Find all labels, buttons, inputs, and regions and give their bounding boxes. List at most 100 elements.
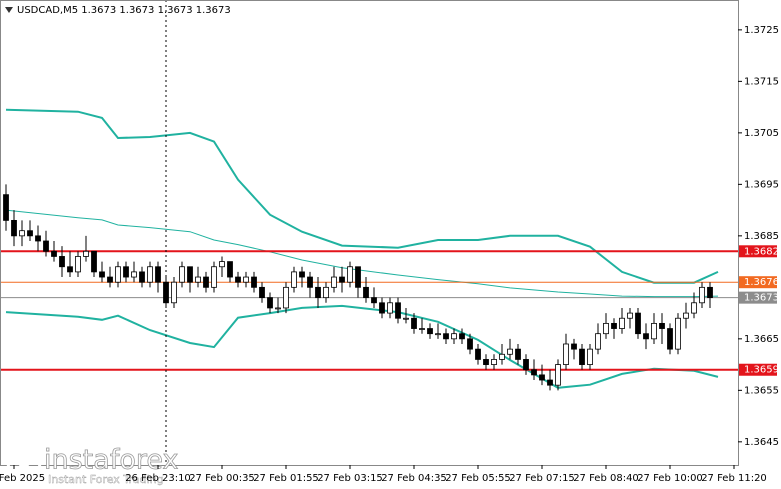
candle-body	[419, 328, 425, 330]
candle-body	[179, 266, 185, 283]
candle-body	[267, 297, 273, 309]
candle-body	[275, 307, 281, 310]
candle-body	[563, 343, 569, 365]
candle-body	[187, 266, 193, 283]
candle-body	[315, 286, 321, 299]
x-tick-label: 26 Feb 2025	[0, 473, 45, 484]
candle-body	[579, 348, 585, 365]
logo-name: instaforex	[44, 445, 178, 476]
price-label: 1.3659	[744, 365, 779, 376]
candle-body	[395, 302, 401, 319]
candle-body	[603, 322, 609, 335]
price-label-box	[739, 363, 777, 376]
candle-body	[123, 266, 129, 278]
candle-body	[115, 266, 121, 283]
candle-body	[403, 317, 409, 320]
candle-body	[59, 256, 65, 268]
chart-title: USDCAD,M5 1.3673 1.3673 1.3673 1.3673	[17, 5, 231, 16]
candle-body	[683, 312, 689, 319]
candle-body	[227, 261, 233, 278]
candle-body	[243, 276, 249, 283]
candle-body	[379, 302, 385, 314]
price-label-box	[739, 291, 777, 304]
candle-body	[707, 286, 713, 299]
candle-body	[595, 333, 601, 350]
candle-body	[627, 312, 633, 319]
logo: instaforex Instant Forex Trading	[6, 444, 179, 486]
logo-mark	[6, 444, 42, 480]
price-label: 1.3682	[744, 246, 779, 257]
candle-body	[83, 250, 89, 257]
y-tick-label: 1.3715	[744, 76, 779, 87]
candle-body	[475, 348, 481, 360]
logo-mark	[18, 456, 30, 468]
candle-body	[43, 240, 49, 252]
bollinger-band	[5, 304, 719, 389]
candle-body	[611, 322, 617, 329]
x-tick-label: 27 Feb 01:55	[253, 473, 319, 484]
candle-body	[507, 348, 513, 355]
y-tick-label: 1.3645	[744, 437, 779, 448]
logo-tagline: Instant Forex Trading	[48, 473, 164, 486]
y-tick-label: 1.3725	[744, 25, 779, 36]
candle-body	[347, 266, 353, 283]
plot-area	[0, 108, 738, 391]
x-tick-label: 27 Feb 00:35	[189, 473, 255, 484]
x-tick-label: 27 Feb 08:40	[573, 473, 639, 484]
y-tick-label: 1.3665	[744, 334, 779, 345]
candle-body	[99, 271, 105, 278]
candle-body	[171, 281, 177, 304]
candle-body	[427, 328, 433, 335]
candle-body	[339, 276, 345, 283]
candle-body	[107, 276, 113, 283]
y-axis-area	[739, 0, 781, 489]
candle-body	[67, 266, 73, 273]
candle-body	[75, 256, 81, 273]
candle-body	[491, 359, 497, 365]
y-tick-label: 1.3705	[744, 128, 779, 139]
price-label: 1.3673	[744, 293, 779, 304]
candle-body	[211, 266, 217, 288]
symbol-icon	[5, 7, 13, 13]
candle-body	[539, 374, 545, 381]
candle-body	[291, 271, 297, 288]
candle-body	[691, 302, 697, 314]
candle-body	[659, 322, 665, 329]
candle-body	[259, 286, 265, 299]
x-tick-label: 27 Feb 10:00	[637, 473, 703, 484]
candle-body	[299, 271, 305, 278]
candle-body	[3, 194, 9, 221]
candle-body	[307, 276, 313, 288]
candle-body	[235, 276, 241, 283]
candle-body	[163, 281, 169, 304]
candle-body	[699, 286, 705, 304]
candle-body	[131, 271, 137, 278]
x-tick-label: 27 Feb 11:20	[701, 473, 767, 484]
candle-body	[651, 322, 657, 340]
y-tick-label: 1.3685	[744, 231, 779, 242]
x-tick-label: 26 Feb 23:10	[125, 473, 191, 484]
candle-body	[363, 286, 369, 299]
candle-body	[499, 353, 505, 360]
candle-body	[587, 348, 593, 365]
candle-body	[371, 297, 377, 304]
candle-body	[355, 266, 361, 288]
candle-body	[555, 364, 561, 386]
candle-body	[147, 266, 153, 283]
candle-body	[27, 230, 33, 237]
candle-body	[203, 276, 209, 288]
candle-body	[139, 271, 145, 283]
candle-body	[51, 250, 57, 257]
candle-body	[547, 379, 553, 386]
candle-body	[219, 261, 225, 268]
candle-body	[91, 250, 97, 273]
price-label: 1.3676	[744, 277, 779, 288]
x-tick-label: 27 Feb 07:15	[509, 473, 575, 484]
candle-body	[619, 317, 625, 329]
candle-body	[675, 317, 681, 350]
candle-body	[11, 219, 17, 237]
candle-body	[35, 235, 41, 242]
candle-body	[411, 317, 417, 329]
